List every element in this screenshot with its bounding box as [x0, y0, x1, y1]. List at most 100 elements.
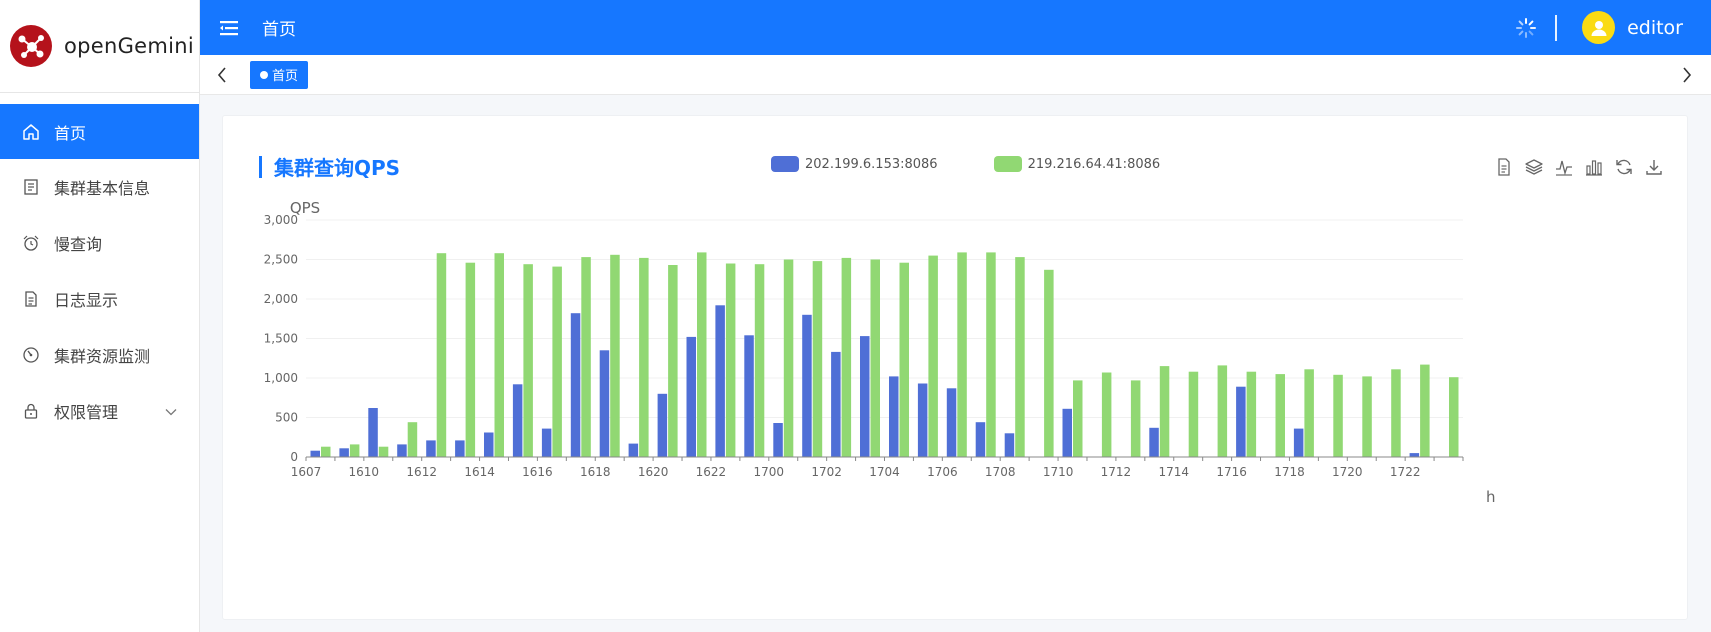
legend-item-series-2[interactable]: 219.216.64.41:8086 [994, 156, 1161, 172]
line-chart-icon[interactable] [1553, 156, 1575, 178]
bar-series-1 [947, 388, 957, 457]
bar-chart-icon[interactable] [1583, 156, 1605, 178]
bar-series-2 [1304, 369, 1314, 457]
sidebar-item-permissions[interactable]: 权限管理 [0, 383, 199, 439]
bar-series-2 [466, 263, 476, 457]
y-tick-label: 3,000 [264, 213, 298, 227]
bar-series-2 [1420, 365, 1430, 457]
bar-series-2 [552, 267, 562, 457]
logo-text: openGemini [64, 34, 194, 58]
bar-series-1 [484, 433, 494, 458]
sidebar-item-cluster-info[interactable]: 集群基本信息 [0, 159, 199, 215]
x-tick-label: 1612 [406, 465, 437, 479]
bar-series-1 [513, 384, 523, 457]
bar-series-1 [426, 440, 436, 457]
bar-series-1 [455, 440, 465, 457]
refresh-icon[interactable] [1613, 156, 1635, 178]
bar-series-2 [871, 260, 881, 458]
gauge-icon [22, 346, 40, 364]
y-tick-label: 2,000 [264, 292, 298, 306]
bar-series-1 [600, 350, 610, 457]
sidebar-item-label: 集群资源监测 [54, 343, 150, 367]
y-tick-label: 2,500 [264, 253, 298, 267]
bar-series-2 [1449, 377, 1459, 457]
user-name[interactable]: editor [1627, 17, 1683, 39]
sidebar-item-label: 权限管理 [54, 399, 118, 423]
bar-series-2 [437, 253, 447, 457]
log-file-icon [22, 290, 40, 308]
legend-swatch-series-2 [994, 156, 1022, 172]
x-tick-label: 1716 [1216, 465, 1247, 479]
bar-series-1 [397, 444, 407, 457]
chart-title: 集群查询QPS [274, 152, 400, 181]
menu-toggle-icon[interactable] [219, 18, 239, 38]
sidebar-item-slow-query[interactable]: 慢查询 [0, 215, 199, 271]
sidebar-item-label: 首页 [54, 120, 86, 144]
sidebar-item-label: 慢查询 [54, 231, 102, 255]
chevron-left-icon[interactable] [212, 65, 232, 85]
x-tick-label: 1622 [696, 465, 727, 479]
y-tick-label: 0 [290, 450, 298, 464]
bar-series-2 [523, 264, 533, 457]
bar-series-2 [755, 264, 765, 457]
tab-home[interactable]: 首页 [250, 61, 308, 89]
bar-series-2 [813, 261, 823, 457]
bar-series-1 [542, 429, 552, 457]
bar-series-2 [1044, 270, 1054, 457]
bar-series-1 [918, 384, 928, 458]
legend-swatch-series-1 [771, 156, 799, 172]
x-tick-label: 1710 [1043, 465, 1074, 479]
bar-series-2 [1247, 372, 1257, 457]
bar-series-1 [339, 448, 349, 457]
bar-series-1 [1236, 387, 1246, 457]
sidebar-item-label: 集群基本信息 [54, 175, 150, 199]
chevron-right-icon[interactable] [1677, 65, 1697, 85]
bar-series-2 [842, 258, 852, 457]
bar-series-1 [687, 337, 697, 457]
sidebar-item-home[interactable]: 首页 [0, 104, 199, 159]
sidebar: openGemini 首页 集群基本信息 慢查询 日志显示 [0, 0, 200, 632]
x-tick-label: 1704 [869, 465, 900, 479]
qps-chart-card: 集群查询QPS 202.199.6.153:8086 219.216.64.41… [222, 115, 1688, 620]
alarm-clock-icon [22, 234, 40, 252]
x-tick-label: 1722 [1390, 465, 1421, 479]
header-divider [1555, 15, 1557, 41]
y-axis-label: QPS [290, 199, 320, 217]
tab-active-dot-icon [260, 71, 268, 79]
download-icon[interactable] [1643, 156, 1665, 178]
x-tick-label: 1618 [580, 465, 611, 479]
bar-series-1 [744, 335, 754, 457]
bar-series-1 [1063, 409, 1073, 457]
x-tick-label: 1708 [985, 465, 1016, 479]
bar-series-2 [957, 252, 967, 457]
sidebar-item-logs[interactable]: 日志显示 [0, 271, 199, 327]
x-tick-label: 1714 [1159, 465, 1190, 479]
bar-series-1 [658, 394, 668, 457]
x-tick-label: 1616 [522, 465, 553, 479]
y-tick-label: 500 [275, 411, 298, 425]
sidebar-item-resource-monitor[interactable]: 集群资源监测 [0, 327, 199, 383]
bar-series-1 [368, 408, 378, 457]
bar-series-1 [773, 423, 783, 457]
data-view-icon[interactable] [1493, 156, 1515, 178]
loading-spinner-icon[interactable] [1515, 17, 1537, 39]
bar-series-1 [629, 444, 639, 457]
bar-series-1 [571, 313, 581, 457]
legend-item-series-1[interactable]: 202.199.6.153:8086 [771, 156, 938, 172]
stack-layers-icon[interactable] [1523, 156, 1545, 178]
bar-series-2 [928, 256, 938, 457]
x-tick-label: 1610 [349, 465, 380, 479]
bar-series-2 [1362, 376, 1372, 457]
avatar[interactable] [1582, 11, 1615, 44]
header-right: editor [1515, 0, 1711, 55]
sidebar-item-label: 日志显示 [54, 287, 118, 311]
chart-toolbox [1485, 156, 1665, 178]
x-tick-label: 1706 [927, 465, 958, 479]
x-tick-label: 1718 [1274, 465, 1305, 479]
y-tick-label: 1,500 [264, 332, 298, 346]
bar-series-2 [1189, 372, 1199, 457]
bar-series-1 [311, 451, 321, 457]
opengemini-logo-icon [10, 25, 52, 67]
x-tick-label: 1607 [291, 465, 322, 479]
logo[interactable]: openGemini [0, 0, 199, 93]
